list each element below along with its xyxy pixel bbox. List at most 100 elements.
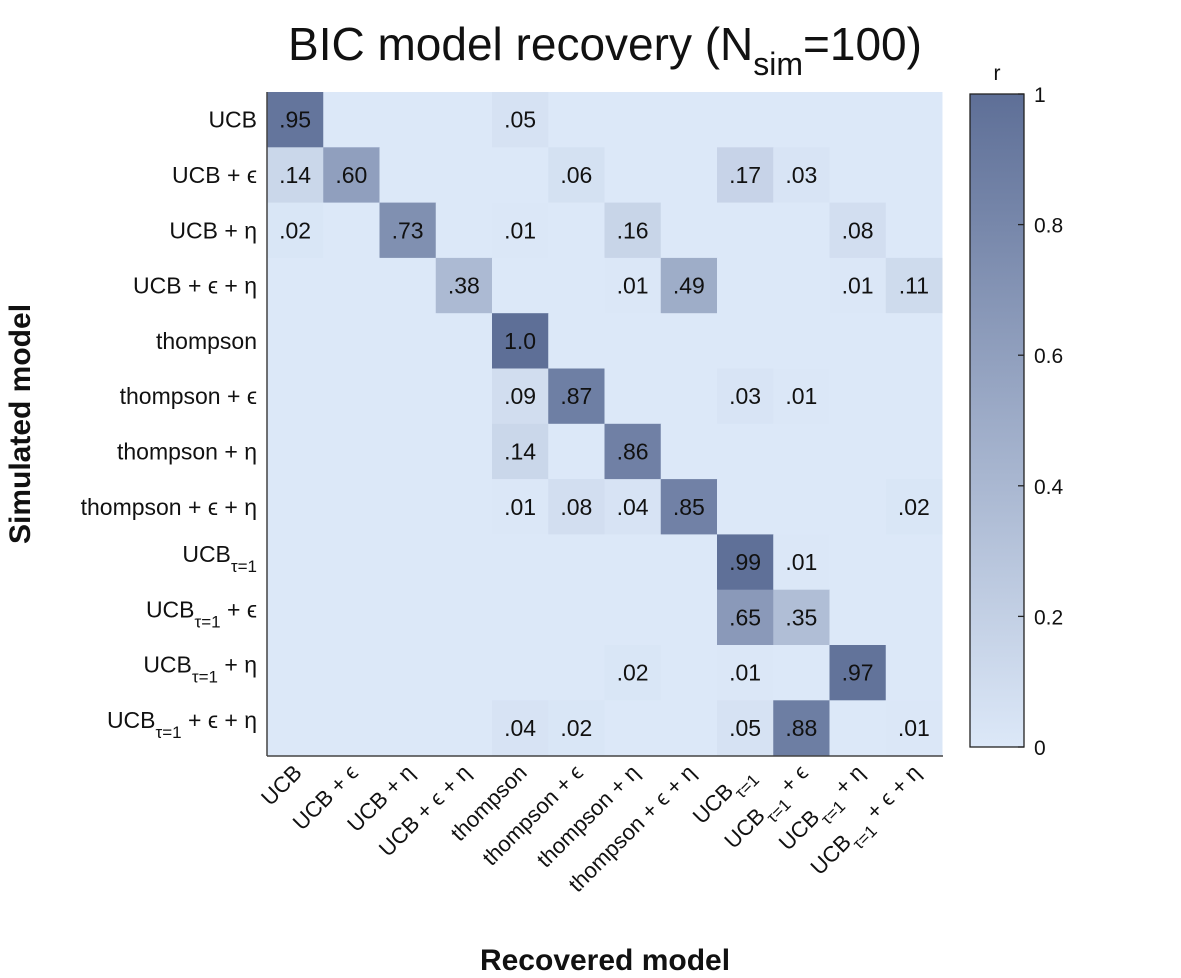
heatmap-cell	[604, 257, 662, 314]
heatmap-cell	[267, 645, 324, 701]
column-label: UCB	[256, 760, 307, 811]
heatmap-cell	[323, 479, 380, 535]
heatmap-cell	[717, 423, 774, 480]
cell-value-label: .38	[448, 273, 480, 299]
heatmap-cell	[829, 700, 887, 757]
colorbar-tick-label: 0.6	[1034, 345, 1063, 368]
heatmap-cell	[323, 202, 380, 259]
label-suffix: + η	[825, 760, 869, 804]
heatmap-cell	[660, 92, 718, 148]
heatmap-cell	[604, 368, 662, 425]
label-base: UCB	[805, 829, 856, 880]
row-label: UCB	[208, 107, 257, 133]
heatmap-cell	[829, 257, 887, 314]
heatmap-cell	[604, 534, 662, 591]
heatmap-cell	[323, 423, 380, 480]
heatmap-cell	[660, 202, 718, 259]
label-base: UCB	[172, 162, 221, 188]
heatmap-cell	[773, 313, 830, 369]
heatmap-cell	[323, 313, 380, 369]
label-base: UCB	[143, 652, 192, 678]
heatmap-cell	[548, 202, 605, 259]
label-base: UCB	[719, 803, 770, 854]
cell-value-label: .03	[785, 162, 817, 188]
heatmap-cell	[829, 534, 887, 591]
heatmap-cell	[885, 202, 943, 259]
cell-value-label: .11	[899, 273, 929, 299]
cell-value-label: .17	[729, 162, 761, 188]
heatmap-cell	[773, 645, 830, 701]
row-label: thompson	[156, 328, 257, 354]
heatmap-cell	[548, 257, 605, 314]
heatmap-cell	[885, 147, 943, 204]
colorbar-tick-label: 0.2	[1034, 606, 1063, 629]
heatmap-cell	[717, 92, 774, 148]
heatmap-cell	[660, 589, 718, 646]
heatmap-cell	[435, 368, 493, 425]
heatmap-cell	[548, 589, 605, 646]
heatmap-cell	[435, 147, 493, 204]
cell-value-label: .95	[279, 107, 311, 133]
chart-title-end: =100)	[803, 18, 922, 70]
heatmap-cell	[379, 589, 437, 646]
heatmap-cell	[660, 313, 718, 369]
heatmap-cell	[492, 589, 549, 646]
heatmap-cell	[773, 92, 830, 148]
heatmap-cell	[435, 534, 493, 591]
heatmap-cell	[492, 645, 549, 701]
heatmap-cell	[773, 534, 830, 591]
row-label: UCB + ϵ	[172, 162, 257, 188]
heatmap-cell	[379, 479, 437, 535]
cell-value-label: .03	[729, 383, 761, 409]
label-subscript: τ=1	[192, 668, 218, 687]
heatmap-cell	[885, 92, 943, 148]
heatmap-cell	[267, 700, 324, 757]
heatmap-cell	[267, 257, 324, 314]
chart-title: BIC model recovery (Nsim=100)	[288, 18, 922, 82]
label-base: UCB	[256, 760, 307, 811]
heatmap-cell	[379, 92, 437, 148]
heatmap-cell	[829, 202, 887, 259]
heatmap-cell	[267, 589, 324, 646]
heatmap-cell	[773, 423, 830, 480]
heatmap-cell	[435, 479, 493, 535]
cell-value-label: .01	[504, 217, 536, 243]
heatmap-cell	[717, 147, 774, 204]
row-label: UCBτ=1	[182, 541, 257, 576]
heatmap-cell	[717, 589, 774, 646]
cell-value-label: .01	[729, 660, 761, 686]
cell-value-label: .65	[729, 604, 761, 630]
label-suffix: + η	[218, 652, 257, 678]
heatmap-cell	[885, 700, 943, 757]
chart-title-subscript: sim	[753, 46, 803, 82]
heatmap-cell	[492, 700, 549, 757]
cell-value-label: .01	[504, 494, 536, 520]
cell-value-label: .16	[617, 217, 649, 243]
row-label: UCBτ=1 + ϵ + η	[107, 707, 257, 742]
label-base: thompson	[81, 494, 182, 520]
heatmap-cell	[492, 423, 549, 480]
cell-value-label: .14	[279, 162, 311, 188]
cell-value-label: .01	[617, 273, 649, 299]
heatmap-cell	[885, 313, 943, 369]
colorbar-tick-label: 1	[1034, 84, 1046, 107]
heatmap-cell	[885, 257, 943, 314]
cell-value-label: .01	[785, 383, 817, 409]
label-subscript: τ=1	[195, 612, 221, 631]
heatmap-cell	[604, 202, 662, 259]
heatmap-cell	[379, 257, 437, 314]
heatmap-cell	[492, 147, 549, 204]
heatmap-cell	[435, 202, 493, 259]
heatmap-cells: .95 .05 .14 .60 .06 .17 .03 .02 .73 .01 .16 .08 .38.…	[267, 92, 943, 757]
heatmap-cell	[267, 534, 324, 591]
cell-value-label: .06	[560, 162, 592, 188]
heatmap-cell	[829, 313, 887, 369]
heatmap-cell	[773, 368, 830, 425]
row-label: UCB + η	[169, 217, 257, 243]
label-subscript: τ=1	[156, 723, 182, 742]
heatmap-cell	[267, 368, 324, 425]
heatmap-cell	[548, 92, 605, 148]
heatmap-cell	[323, 700, 380, 757]
cell-value-label: .02	[898, 494, 930, 520]
colorbar-tick-label: 0.4	[1034, 476, 1064, 499]
